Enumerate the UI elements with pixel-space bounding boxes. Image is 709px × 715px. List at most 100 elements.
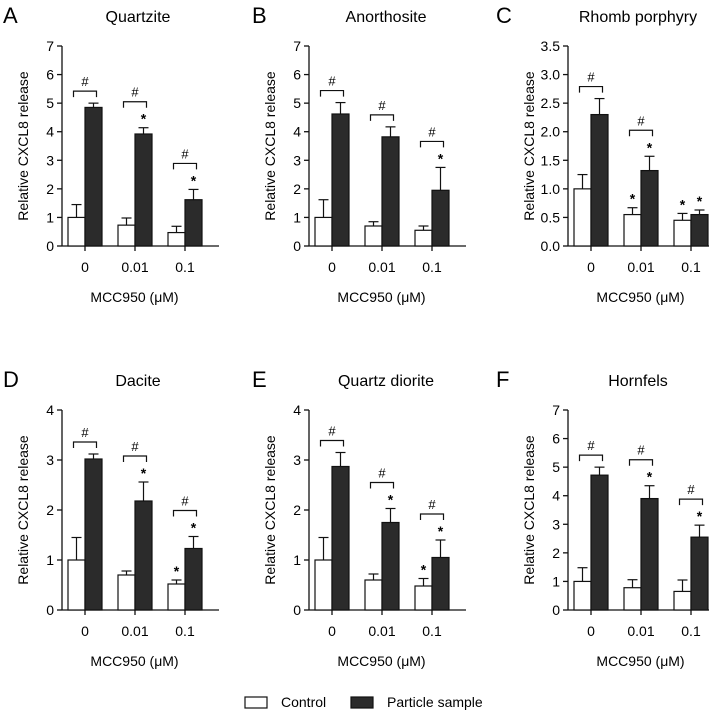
x-tick-label: 0	[587, 623, 595, 639]
y-axis-label: Relative CXCL8 release	[15, 71, 31, 221]
significance-star: *	[191, 520, 197, 536]
significance-star: *	[647, 469, 653, 485]
legend-particle-swatch	[350, 696, 374, 709]
x-tick-label: 0	[81, 623, 89, 639]
panel-title: Quartz diorite	[338, 373, 434, 390]
bar-control	[117, 224, 136, 247]
comparison-hash: #	[428, 497, 436, 512]
comparison-hash: #	[81, 74, 89, 89]
y-tick-label: 0	[552, 602, 560, 618]
x-tick-label: 0.01	[121, 623, 148, 639]
bar-particle	[381, 521, 400, 611]
panel-letter: E	[252, 367, 267, 392]
y-tick-label: 1	[293, 209, 301, 225]
y-tick-label: 2.0	[541, 124, 561, 140]
bar-control	[414, 585, 433, 611]
y-axis-label: Relative CXCL8 release	[262, 71, 278, 221]
panel-title: Quartzite	[106, 9, 171, 26]
bar-control	[623, 213, 642, 247]
bar-control	[314, 216, 333, 247]
y-tick-label: 2	[46, 502, 54, 518]
comparison-bracket	[628, 129, 654, 137]
y-tick-label: 1	[46, 209, 54, 225]
y-tick-label: 3	[293, 452, 301, 468]
y-tick-label: 3.5	[541, 38, 561, 54]
significance-star: *	[421, 562, 427, 578]
chart-panel-a: A Quartzite 0 1 2 3 4 5 6 7 Relative CXCL8 release…	[3, 3, 219, 305]
chart-panel-c: C Rhomb porphyry 0.0 0.5 1.0 1.5 2.0 2.5 3.0 3.5 R…	[496, 3, 709, 305]
comparison-hash: #	[181, 494, 189, 509]
significance-star: *	[680, 196, 686, 212]
legend-control-swatch	[244, 696, 268, 709]
legend-control-label: Control	[281, 694, 326, 710]
comparison-hash: #	[328, 74, 336, 89]
panel-letter: F	[496, 367, 509, 392]
bar-particle	[590, 113, 609, 247]
chart-panel-d: D Dacite 0 1 2 3 4 Relative CXCL8 release 0 #0.01…	[3, 367, 219, 669]
y-tick-label: 2	[293, 502, 301, 518]
x-axis-label: MCC950 (μM)	[596, 289, 684, 305]
comparison-bracket	[172, 162, 198, 170]
panel-letter: B	[252, 3, 267, 28]
y-axis-label: Relative CXCL8 release	[521, 435, 537, 585]
y-tick-label: 4	[46, 124, 54, 140]
significance-star: *	[697, 193, 703, 209]
y-axis-label: Relative CXCL8 release	[262, 435, 278, 585]
bar-particle	[590, 474, 609, 611]
x-tick-label: 0.01	[368, 623, 395, 639]
panels: A Quartzite 0 1 2 3 4 5 6 7 Relative CXCL8 release…	[3, 3, 709, 669]
bar-particle	[331, 113, 350, 247]
comparison-bracket	[72, 90, 98, 98]
significance-star: *	[174, 563, 180, 579]
bar-particle	[381, 136, 400, 247]
bar-control	[573, 188, 592, 247]
significance-star: *	[191, 172, 197, 188]
y-tick-label: 5	[46, 95, 54, 111]
y-tick-label: 0.0	[541, 238, 561, 254]
y-tick-label: 6	[293, 67, 301, 83]
comparison-bracket	[172, 509, 198, 517]
comparison-hash: #	[131, 85, 139, 100]
comparison-bracket	[369, 481, 395, 489]
comparison-hash: #	[637, 113, 645, 128]
y-tick-label: 0	[46, 238, 54, 254]
comparison-bracket	[369, 114, 395, 121]
bar-control	[167, 583, 186, 611]
bar-particle	[134, 500, 153, 611]
comparison-hash: #	[587, 438, 595, 453]
comparison-hash: #	[637, 443, 645, 458]
y-tick-label: 1.0	[541, 181, 561, 197]
bar-control	[117, 574, 136, 611]
y-tick-label: 4	[293, 402, 301, 418]
y-tick-label: 7	[46, 38, 54, 54]
comparison-hash: #	[428, 124, 436, 139]
comparison-bracket	[122, 455, 148, 462]
y-tick-label: 6	[46, 67, 54, 83]
bar-particle	[690, 213, 709, 247]
panel-letter: A	[3, 3, 18, 28]
y-tick-label: 1.5	[541, 152, 561, 168]
chart-panel-f: F Hornfels 0 1 2 3 4 5 6 7 Relative CXCL8 release 0…	[496, 367, 709, 669]
significance-star: *	[438, 523, 444, 539]
bar-particle	[134, 133, 153, 247]
x-axis-label: MCC950 (μM)	[337, 653, 425, 669]
comparison-bracket	[678, 498, 704, 506]
bar-control	[573, 580, 592, 611]
x-tick-label: 0.01	[121, 259, 148, 275]
x-tick-label: 0	[587, 259, 595, 275]
y-tick-label: 3	[46, 152, 54, 168]
comparison-bracket	[419, 513, 445, 520]
x-tick-label: 0.1	[422, 623, 442, 639]
x-tick-label: 0.1	[422, 259, 442, 275]
y-axis-label: Relative CXCL8 release	[521, 71, 537, 221]
y-tick-label: 3	[46, 452, 54, 468]
chart-panel-b: B Anorthosite 0 1 2 3 4 5 6 7 Relative CXCL8 relea…	[252, 3, 466, 305]
y-tick-label: 2	[293, 181, 301, 197]
x-tick-label: 0.1	[175, 623, 195, 639]
bar-particle	[331, 465, 350, 611]
bar-control	[673, 590, 692, 611]
x-tick-label: 0.1	[681, 259, 701, 275]
comparison-bracket	[628, 459, 654, 466]
y-tick-label: 1	[293, 552, 301, 568]
